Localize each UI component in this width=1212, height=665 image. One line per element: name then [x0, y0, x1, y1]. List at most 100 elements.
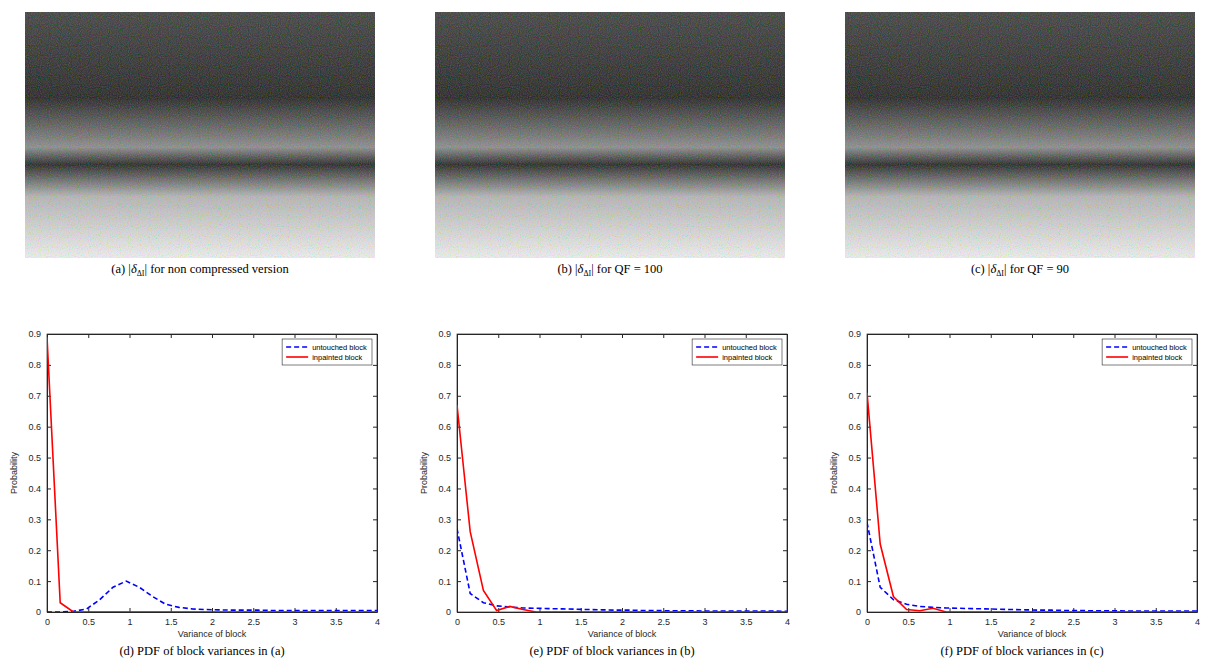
series-line [867, 522, 1197, 611]
tick-mark [783, 365, 787, 366]
tick: 2 [1030, 608, 1035, 627]
tick [746, 334, 747, 338]
tick-label: 0.7 [438, 391, 451, 401]
tick [1073, 334, 1074, 338]
tick-mark [783, 550, 787, 551]
legend-box [692, 339, 782, 365]
legend-swatch [286, 356, 308, 358]
image-panel: (b) |δΔI| for QF = 100 [435, 12, 785, 278]
tick-mark [783, 334, 787, 335]
tick [783, 334, 787, 335]
tick-label: 1.5 [575, 617, 588, 627]
tick-label: 0 [446, 607, 451, 617]
tick: 0.3 [28, 515, 51, 525]
tick [1032, 334, 1033, 338]
tick-label: 1.5 [985, 617, 998, 627]
tick [1193, 519, 1197, 520]
image-ground [25, 12, 375, 258]
plot-frame [47, 334, 377, 612]
tick [373, 334, 377, 335]
tick-mark [540, 334, 541, 338]
tick [373, 612, 377, 613]
plot-area [867, 393, 1197, 612]
legend: untouched blockinpainted block [1102, 339, 1192, 365]
tick [1193, 365, 1197, 366]
tick-label: 2.5 [1067, 617, 1080, 627]
tick [783, 581, 787, 582]
tick: 1.5 [575, 608, 588, 627]
caption-part: (b) | [557, 262, 577, 276]
tick-label: 0.9 [28, 329, 41, 339]
legend-swatch [696, 346, 718, 348]
tick-label: 0.5 [902, 617, 915, 627]
tick-mark [88, 334, 89, 338]
tick-label: 0.1 [848, 576, 861, 586]
tick-mark [991, 334, 992, 338]
tick-mark [1193, 488, 1197, 489]
tick-mark [373, 581, 377, 582]
tick-label: 3 [292, 617, 297, 627]
tick-mark [1193, 519, 1197, 520]
tick-label: 3.5 [330, 617, 343, 627]
tick-label: 0.9 [438, 329, 451, 339]
axis-line [48, 612, 378, 613]
tick-label: 0.7 [848, 391, 861, 401]
axis-line [457, 335, 458, 613]
tick-mark [867, 334, 868, 338]
tick [1193, 396, 1197, 397]
tick [783, 612, 787, 613]
tick [373, 365, 377, 366]
chart: 00.511.522.533.5400.10.20.30.40.50.60.70… [9, 329, 380, 658]
tick-mark [457, 458, 461, 459]
legend: untouched blockinpainted block [282, 339, 372, 365]
image-panel: (a) |δΔI| for non compressed version [25, 12, 375, 278]
caption-part: (c) | [971, 262, 991, 276]
tick: 0.9 [848, 329, 871, 339]
tick [171, 334, 172, 338]
tick-mark [336, 334, 337, 338]
tick: 0.5 [492, 608, 505, 627]
caption-part: (a) | [111, 262, 131, 276]
tick-label: 1 [127, 617, 132, 627]
tick-label: 2 [210, 617, 215, 627]
tick-label: 3 [702, 617, 707, 627]
tick-mark [253, 334, 254, 338]
tick [783, 458, 787, 459]
tick [1193, 427, 1197, 428]
tick: 0 [856, 607, 871, 617]
x-axis-title: Variance of block [588, 629, 657, 639]
tick-mark [457, 488, 461, 489]
tick-label: 1 [947, 617, 952, 627]
tick: 0.8 [848, 360, 871, 370]
tick [867, 334, 868, 338]
axis-line [458, 612, 788, 613]
tick: 0.2 [438, 546, 461, 556]
tick: 1.5 [165, 608, 178, 627]
tick-mark [908, 334, 909, 338]
tick-mark [47, 581, 51, 582]
x-axis-title: Variance of block [178, 629, 247, 639]
image-ground [845, 12, 1195, 258]
tick-mark [867, 488, 871, 489]
tick-mark [373, 396, 377, 397]
tick [991, 334, 992, 338]
tick-mark [47, 458, 51, 459]
tick: 0.9 [438, 329, 461, 339]
tick [373, 581, 377, 582]
tick [253, 334, 254, 338]
tick [212, 334, 213, 338]
series-line [457, 529, 787, 612]
legend-box [1102, 339, 1192, 365]
tick [88, 334, 89, 338]
tick-mark [783, 396, 787, 397]
tick-mark [783, 612, 787, 613]
tick: 1 [537, 608, 542, 627]
tick: 0.8 [438, 360, 461, 370]
tick-label: 0.8 [848, 360, 861, 370]
chart-caption: (d) PDF of block variances in (a) [119, 644, 284, 658]
tick-label: 0.8 [28, 360, 41, 370]
tick-label: 0.5 [28, 453, 41, 463]
image-caption: (b) |δΔI| for QF = 100 [557, 262, 662, 278]
tick-mark [457, 581, 461, 582]
tick-mark [867, 581, 871, 582]
